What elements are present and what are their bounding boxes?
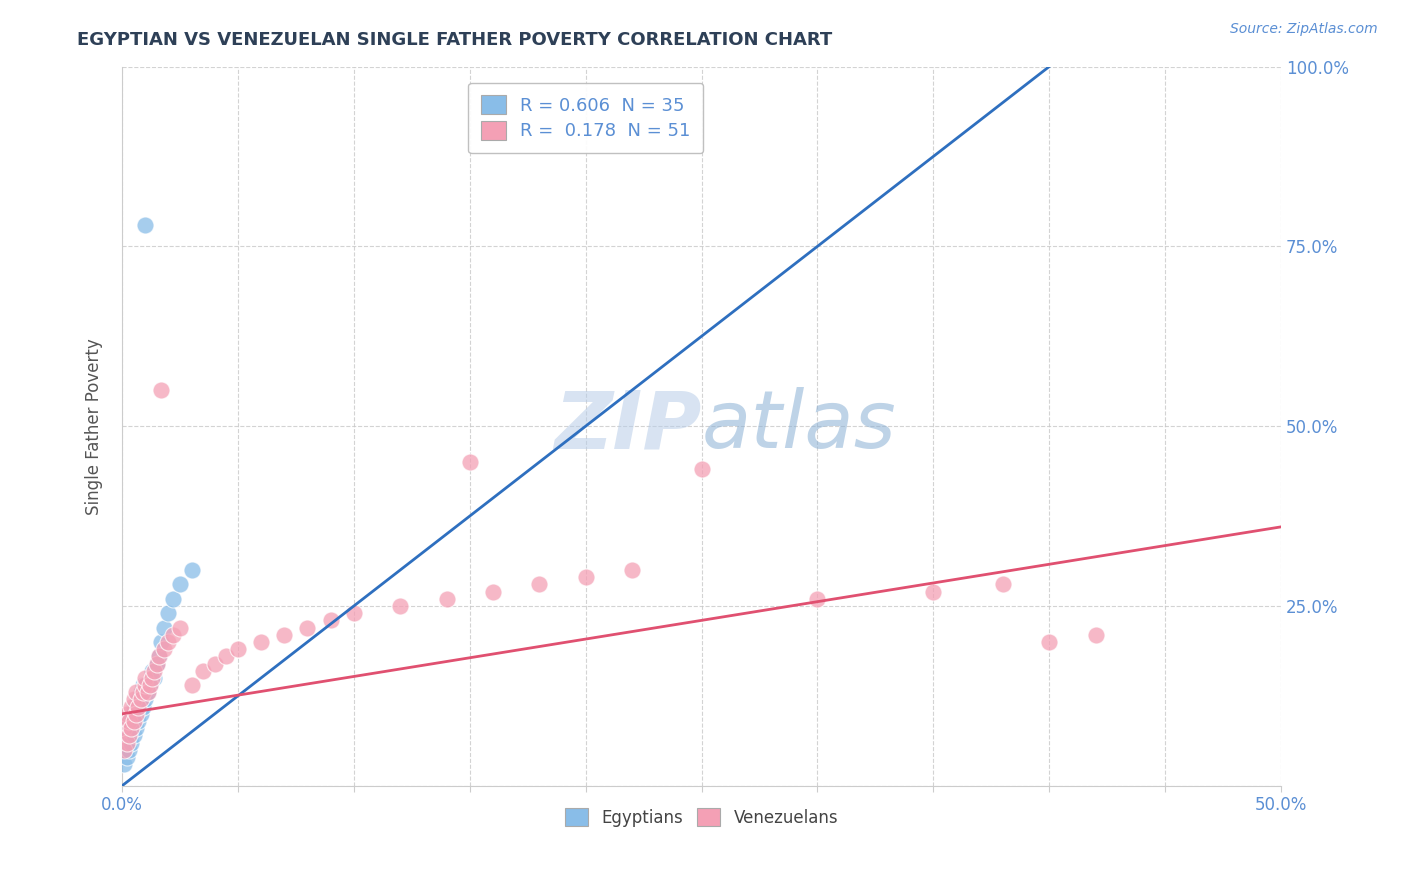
Point [169,621,191,635]
Point [120,699,142,714]
Point [127,699,149,714]
Point [129,706,152,721]
Point [118,728,141,742]
Point [150,635,173,649]
Point [125,721,148,735]
Y-axis label: Single Father Poverty: Single Father Poverty [86,338,103,515]
Point [134,678,156,692]
Point [529,577,551,591]
Point [120,721,142,735]
Text: ZIP: ZIP [554,387,702,466]
Point [162,591,184,606]
Point [150,383,173,397]
Point [148,649,170,664]
Point [204,657,226,671]
Point [122,692,145,706]
Point [129,685,152,699]
Point [343,606,366,620]
Point [115,721,138,735]
Point [273,628,295,642]
Point [141,671,163,685]
Point [146,657,169,671]
Point [215,649,238,664]
Point [143,671,166,685]
Point [141,664,163,678]
Point [115,750,138,764]
Point [120,736,142,750]
Point [125,706,148,721]
Point [169,577,191,591]
Point [129,692,152,706]
Point [575,570,598,584]
Point [120,721,142,735]
Point [139,678,162,692]
Point [991,577,1014,591]
Point [180,563,202,577]
Point [482,584,505,599]
Point [125,706,148,721]
Point [690,462,713,476]
Point [122,714,145,728]
Point [132,685,155,699]
Point [118,728,141,742]
Text: EGYPTIAN VS VENEZUELAN SINGLE FATHER POVERTY CORRELATION CHART: EGYPTIAN VS VENEZUELAN SINGLE FATHER POV… [77,31,832,49]
Point [152,642,174,657]
Point [143,664,166,678]
Point [922,584,945,599]
Point [112,743,135,757]
Point [132,699,155,714]
Point [1084,628,1107,642]
Point [180,678,202,692]
Point [389,599,412,613]
Point [157,606,180,620]
Point [127,692,149,706]
Point [136,685,159,699]
Point [132,678,155,692]
Point [162,628,184,642]
Point [118,714,141,728]
Point [148,649,170,664]
Text: atlas: atlas [702,387,896,466]
Text: Source: ZipAtlas.com: Source: ZipAtlas.com [1230,22,1378,37]
Point [297,621,319,635]
Point [127,714,149,728]
Point [157,635,180,649]
Point [193,664,215,678]
Point [136,685,159,699]
Point [112,721,135,735]
Point [122,714,145,728]
Point [118,743,141,757]
Point [134,218,156,232]
Point [125,685,148,699]
Point [436,591,458,606]
Point [139,678,162,692]
Point [226,642,249,657]
Point [319,613,342,627]
Point [115,736,138,750]
Point [1038,635,1060,649]
Point [112,743,135,757]
Point [122,699,145,714]
Point [118,714,141,728]
Point [250,635,273,649]
Point [152,621,174,635]
Legend: Egyptians, Venezuelans: Egyptians, Venezuelans [557,800,846,835]
Point [806,591,828,606]
Point [458,455,481,469]
Point [134,671,156,685]
Point [146,657,169,671]
Point [115,706,138,721]
Point [115,736,138,750]
Point [620,563,643,577]
Point [112,757,135,772]
Point [122,728,145,742]
Point [134,692,156,706]
